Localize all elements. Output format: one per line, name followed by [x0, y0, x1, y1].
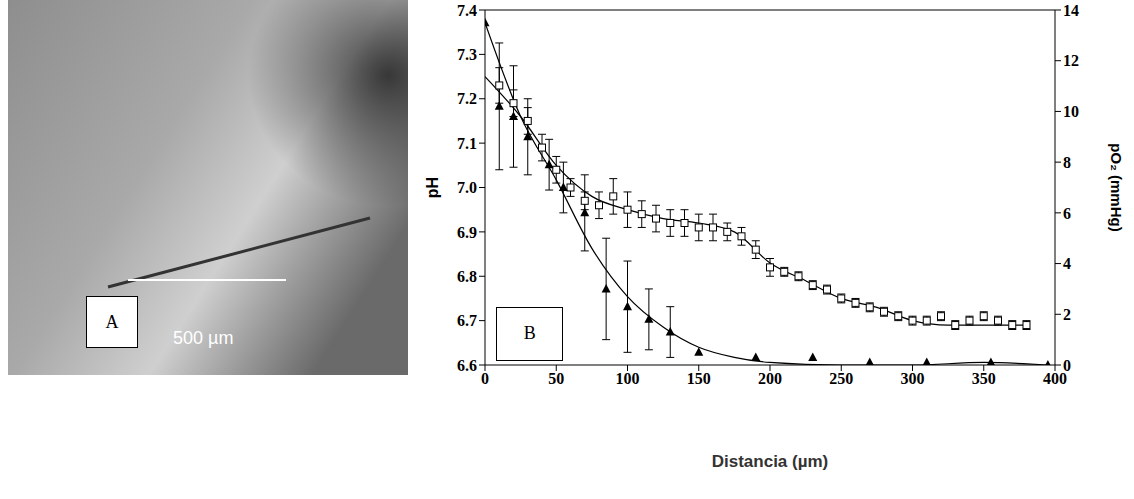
- svg-text:400: 400: [1043, 370, 1067, 388]
- svg-text:6.8: 6.8: [457, 268, 477, 285]
- svg-text:2: 2: [1063, 306, 1071, 323]
- svg-text:7.3: 7.3: [457, 46, 477, 63]
- svg-text:pO₂ (mmHg): pO₂ (mmHg): [1108, 143, 1125, 231]
- svg-text:pH: pH: [424, 177, 441, 198]
- svg-text:250: 250: [829, 370, 853, 387]
- svg-text:150: 150: [687, 370, 711, 387]
- html-text:500 µm: 500 µm: [173, 328, 234, 348]
- svg-text:8: 8: [1063, 154, 1071, 171]
- svg-text:6: 6: [1063, 205, 1071, 222]
- svg-text:7.4: 7.4: [457, 2, 477, 19]
- svg-text:200: 200: [758, 370, 782, 387]
- svg-text:300: 300: [901, 370, 925, 387]
- svg-text:10: 10: [1063, 103, 1079, 120]
- svg-text:6.7: 6.7: [457, 312, 477, 329]
- svg-text:12: 12: [1063, 52, 1079, 69]
- svg-text:6.9: 6.9: [457, 224, 477, 241]
- svg-text:50: 50: [548, 370, 564, 387]
- svg-text:14: 14: [1063, 2, 1079, 19]
- html-text:B: B: [523, 323, 536, 344]
- svg-text:0: 0: [481, 370, 489, 387]
- svg-text:350: 350: [972, 370, 996, 387]
- svg-text:4: 4: [1063, 255, 1071, 272]
- svg-text:0: 0: [1063, 357, 1071, 374]
- html-text:A: A: [105, 311, 119, 332]
- svg-text:100: 100: [616, 370, 640, 387]
- svg-text:Distancia (µm): Distancia (µm): [712, 452, 829, 471]
- svg-text:6.6: 6.6: [457, 357, 477, 374]
- svg-text:7.0: 7.0: [457, 179, 477, 196]
- svg-text:7.1: 7.1: [457, 135, 477, 152]
- svg-text:7.2: 7.2: [457, 90, 477, 107]
